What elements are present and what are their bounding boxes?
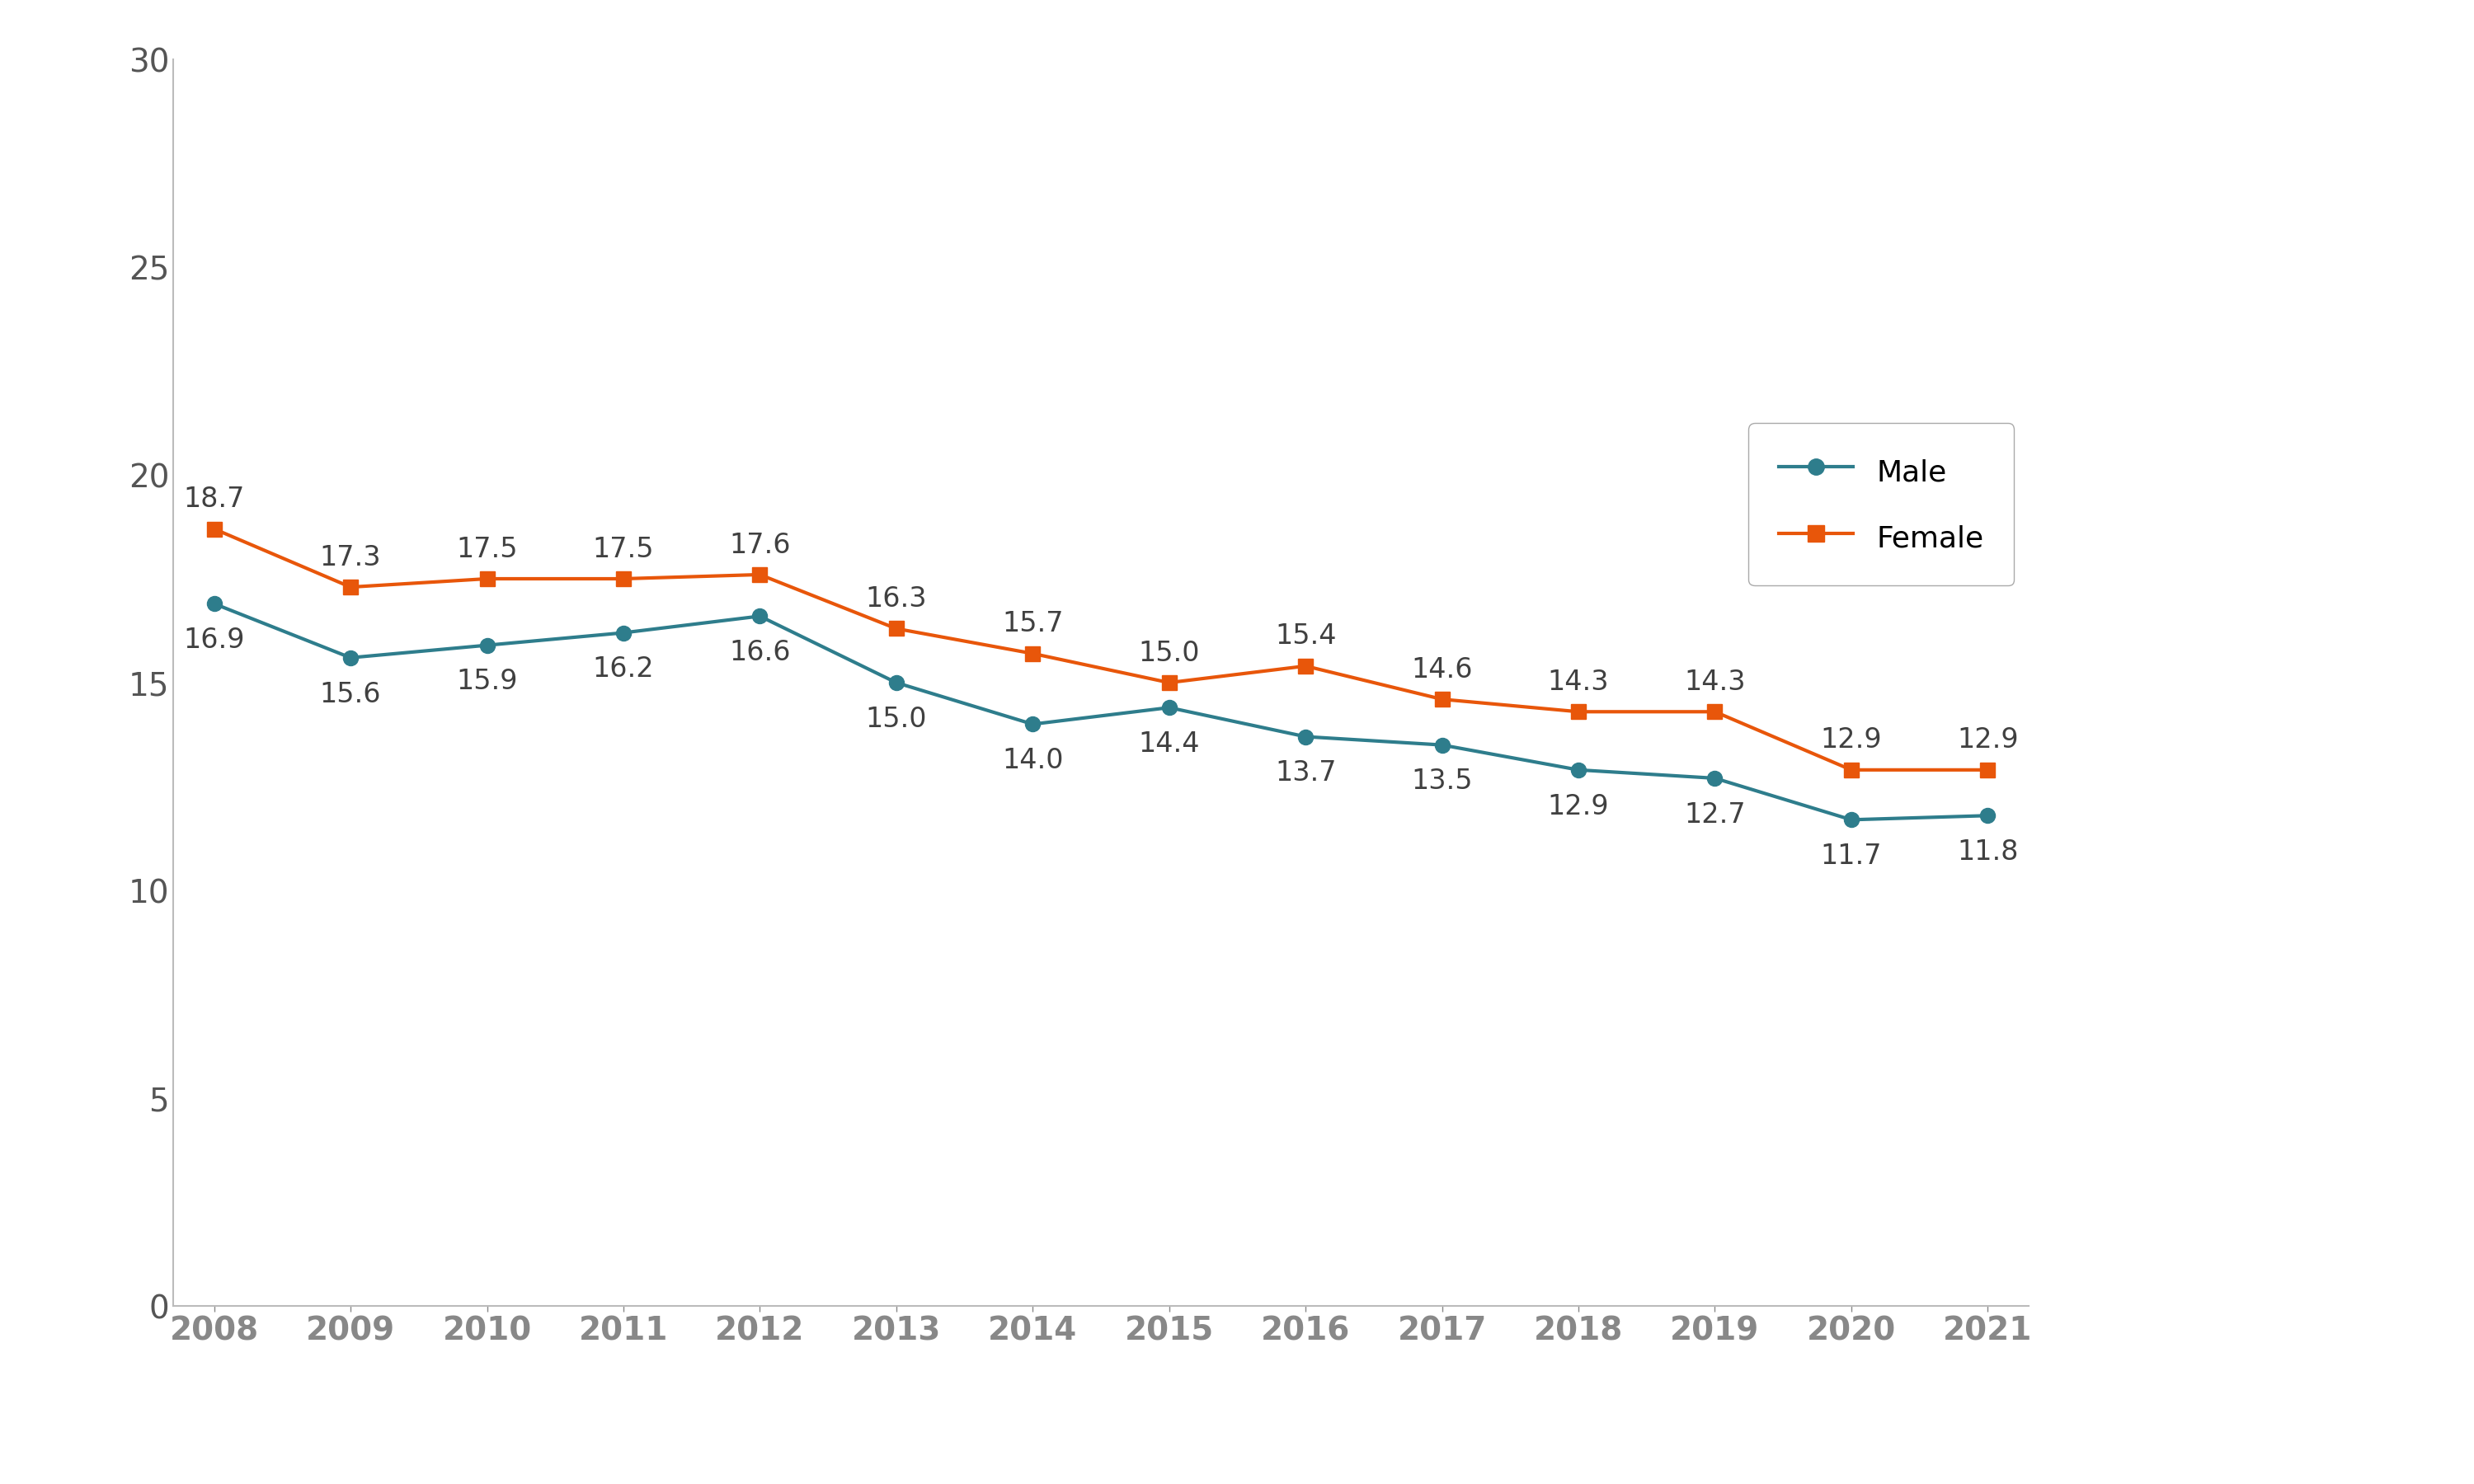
Text: 14.4: 14.4 [1138,730,1200,758]
Text: 13.7: 13.7 [1274,760,1336,787]
Female [1017,644,1047,662]
Male [1427,736,1457,754]
Text: 16.9: 16.9 [183,626,245,654]
Female [1155,674,1185,692]
Female [1291,657,1321,675]
Text: 15.7: 15.7 [1002,610,1064,638]
Male [745,607,774,625]
Text: 12.9: 12.9 [1821,727,1883,754]
Female [1972,761,2001,779]
Text: 14.3: 14.3 [1685,668,1747,696]
Line: Male: Male [208,597,1994,827]
Female [745,565,774,583]
Text: 17.3: 17.3 [319,543,381,571]
Female [1564,703,1593,721]
Text: 17.5: 17.5 [455,536,517,562]
Male [1564,761,1593,779]
Male [881,674,910,692]
Text: 11.7: 11.7 [1821,843,1883,870]
Text: 12.7: 12.7 [1685,801,1747,828]
Male [1291,727,1321,745]
Female [1836,761,1865,779]
Male [1155,699,1185,717]
Text: 11.8: 11.8 [1957,838,2019,865]
Text: 17.6: 17.6 [730,531,792,558]
Male [1700,769,1729,787]
Text: 15.4: 15.4 [1274,623,1336,650]
Text: 12.9: 12.9 [1957,727,2019,754]
Text: 15.0: 15.0 [866,705,928,733]
Male [200,595,230,613]
Legend: Male, Female: Male, Female [1749,423,2014,585]
Female [473,570,502,588]
Male [473,637,502,654]
Female [1700,703,1729,721]
Text: 14.0: 14.0 [1002,746,1064,775]
Text: 17.5: 17.5 [594,536,653,562]
Text: 14.6: 14.6 [1410,656,1472,683]
Text: 15.6: 15.6 [319,681,381,708]
Female [609,570,638,588]
Female [336,579,366,597]
Text: 12.9: 12.9 [1549,792,1608,821]
Female [1427,690,1457,708]
Male [1972,807,2001,825]
Text: 16.3: 16.3 [866,585,928,613]
Text: 13.5: 13.5 [1410,767,1472,795]
Text: 16.2: 16.2 [594,656,653,683]
Text: 15.9: 15.9 [455,668,517,696]
Text: 14.3: 14.3 [1549,668,1608,696]
Text: 16.6: 16.6 [730,640,792,666]
Male [1836,810,1865,828]
Line: Female: Female [208,521,1994,778]
Female [200,519,230,537]
Male [609,623,638,641]
Text: 18.7: 18.7 [183,485,245,513]
Male [1017,715,1047,733]
Text: 15.0: 15.0 [1138,640,1200,666]
Male [336,649,366,666]
Female [881,620,910,638]
